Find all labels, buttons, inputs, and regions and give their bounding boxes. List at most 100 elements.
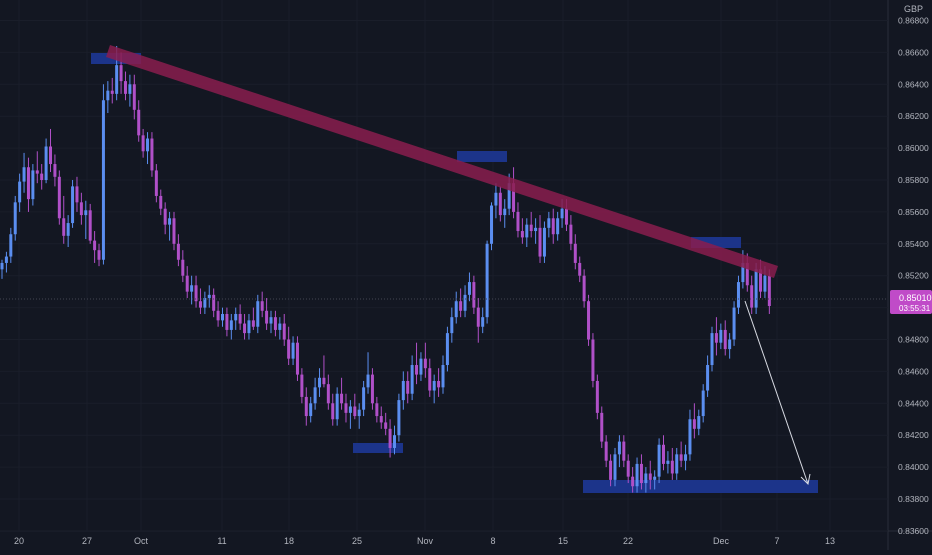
candle[interactable] (251, 307, 255, 330)
candle[interactable] (44, 138, 48, 184)
candle[interactable] (57, 170, 61, 225)
candle[interactable] (525, 218, 529, 247)
candle[interactable] (428, 358, 432, 397)
candle[interactable] (692, 403, 696, 439)
candle[interactable] (573, 234, 577, 270)
candle[interactable] (106, 81, 110, 114)
candle[interactable] (609, 454, 613, 487)
candle[interactable] (375, 396, 379, 423)
time-axis[interactable]: 20 27 Oct 11 18 25 Nov 8 15 22 Dec 7 13 (14, 536, 835, 546)
candle[interactable] (132, 74, 136, 120)
candle[interactable] (26, 157, 30, 212)
candle[interactable] (397, 393, 401, 442)
candle[interactable] (348, 400, 352, 429)
candle[interactable] (62, 195, 66, 244)
candle[interactable] (322, 355, 326, 388)
candle[interactable] (679, 441, 683, 468)
candle[interactable] (340, 377, 344, 410)
candle[interactable] (401, 371, 405, 410)
zone-top-right[interactable] (691, 237, 741, 248)
candle[interactable] (93, 231, 97, 263)
candle[interactable] (247, 313, 251, 340)
candle[interactable] (459, 288, 463, 318)
candle[interactable] (556, 211, 560, 241)
candle[interactable] (445, 326, 449, 372)
candle[interactable] (282, 313, 286, 346)
candle[interactable] (719, 323, 723, 350)
candle[interactable] (128, 74, 132, 107)
candle[interactable] (684, 444, 688, 471)
candle[interactable] (450, 307, 454, 343)
candle[interactable] (635, 457, 639, 493)
candle[interactable] (123, 71, 127, 101)
candle[interactable] (273, 310, 277, 337)
candle[interactable] (582, 269, 586, 308)
candle[interactable] (198, 288, 202, 314)
candle[interactable] (569, 215, 573, 251)
candle[interactable] (697, 409, 701, 436)
candle[interactable] (194, 275, 198, 308)
candle[interactable] (304, 387, 308, 426)
candle[interactable] (4, 251, 8, 273)
candle[interactable] (662, 435, 665, 471)
candle[interactable] (675, 447, 679, 480)
candle[interactable] (260, 291, 264, 318)
candle[interactable] (701, 384, 705, 423)
candle[interactable] (287, 326, 291, 366)
projection-arrow[interactable] (744, 300, 811, 486)
candle[interactable] (256, 294, 260, 334)
candle[interactable] (626, 454, 630, 484)
candle[interactable] (35, 151, 39, 184)
candle[interactable] (666, 451, 670, 474)
candle[interactable] (49, 128, 53, 173)
candle[interactable] (481, 307, 485, 334)
candle[interactable] (141, 128, 145, 158)
candle[interactable] (168, 211, 172, 241)
candle[interactable] (22, 152, 26, 193)
candle[interactable] (591, 333, 595, 388)
candle[interactable] (0, 259, 4, 279)
candle[interactable] (97, 243, 101, 267)
candle[interactable] (410, 355, 414, 401)
candle[interactable] (300, 368, 304, 404)
zone-top-middle[interactable] (457, 151, 507, 162)
candle[interactable] (437, 368, 441, 397)
candle[interactable] (631, 467, 635, 493)
candle[interactable] (362, 380, 366, 417)
candle[interactable] (18, 173, 22, 212)
candle[interactable] (388, 419, 392, 458)
candle[interactable] (587, 294, 591, 346)
candle[interactable] (723, 320, 727, 356)
candle[interactable] (617, 435, 621, 468)
candle[interactable] (551, 208, 555, 244)
zone-bottom-left[interactable] (353, 443, 403, 453)
candle[interactable] (366, 352, 370, 394)
candle[interactable] (644, 467, 648, 493)
candle[interactable] (600, 406, 604, 448)
candle[interactable] (485, 240, 489, 324)
candle[interactable] (212, 288, 216, 318)
candle[interactable] (542, 221, 546, 263)
candle[interactable] (476, 298, 480, 343)
candle[interactable] (238, 304, 242, 330)
candle[interactable] (331, 393, 335, 426)
candle[interactable] (490, 202, 494, 251)
candle[interactable] (379, 406, 383, 429)
candle[interactable] (622, 435, 626, 468)
candle[interactable] (613, 447, 617, 487)
candle[interactable] (441, 355, 445, 394)
candle[interactable] (101, 84, 105, 265)
candle[interactable] (512, 167, 516, 219)
candle[interactable] (415, 342, 419, 385)
candle[interactable] (657, 438, 661, 484)
zone-target-support[interactable] (583, 480, 818, 493)
candle[interactable] (71, 180, 75, 228)
candle[interactable] (53, 154, 57, 187)
candle[interactable] (503, 199, 507, 228)
candle[interactable] (463, 285, 467, 318)
candle[interactable] (13, 195, 17, 241)
candle[interactable] (291, 336, 295, 366)
candle[interactable] (31, 164, 35, 206)
candle[interactable] (653, 470, 657, 490)
